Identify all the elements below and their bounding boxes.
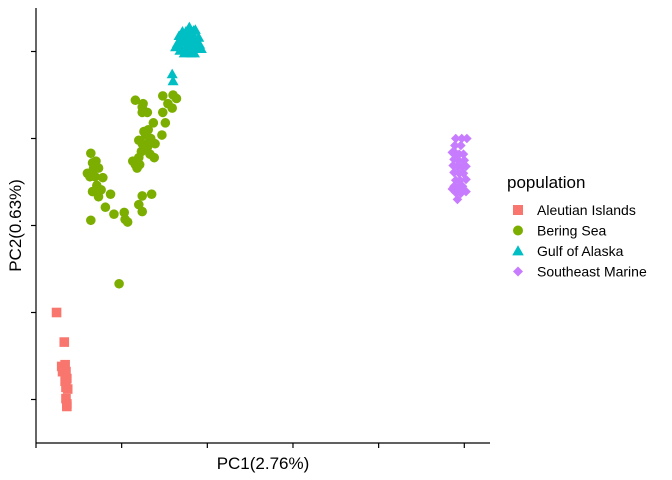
data-point xyxy=(449,167,459,178)
data-point xyxy=(171,93,182,104)
points-layer xyxy=(51,21,472,412)
y-axis-ticks xyxy=(31,50,36,401)
data-point xyxy=(132,163,142,173)
data-point xyxy=(461,186,471,197)
data-point xyxy=(157,107,168,118)
data-point xyxy=(150,138,160,149)
data-point xyxy=(100,202,111,213)
data-point xyxy=(447,184,458,194)
data-point xyxy=(458,168,469,179)
data-point xyxy=(137,191,148,201)
data-point xyxy=(462,133,472,144)
data-point xyxy=(57,366,68,377)
data-point xyxy=(157,130,167,140)
y-axis-title: PC2(0.63%) xyxy=(6,179,25,272)
data-point xyxy=(119,207,130,218)
data-point xyxy=(149,152,160,163)
data-point xyxy=(188,47,200,58)
data-point xyxy=(51,307,62,318)
x-axis-ticks xyxy=(35,443,465,448)
data-point xyxy=(450,133,461,144)
legend-label: Aleutian Islands xyxy=(537,202,636,218)
data-point xyxy=(133,199,144,210)
data-point xyxy=(195,43,207,54)
data-point xyxy=(160,118,171,128)
data-point xyxy=(167,75,179,86)
legend-item: Southeast Marine xyxy=(513,264,647,280)
data-point xyxy=(59,337,70,347)
data-point xyxy=(455,175,465,186)
data-point xyxy=(193,32,205,42)
data-point xyxy=(109,209,119,219)
data-point xyxy=(148,118,159,128)
legend-key-square-icon xyxy=(513,205,523,215)
data-point xyxy=(166,68,178,79)
series-southeast-marine xyxy=(447,133,472,205)
legend-label: Gulf of Alaska xyxy=(537,243,624,259)
data-point xyxy=(461,174,471,185)
data-point xyxy=(105,189,116,199)
data-point xyxy=(86,148,96,159)
legend-item: Bering Sea xyxy=(513,223,606,239)
legend-label: Southeast Marine xyxy=(537,264,647,280)
data-point xyxy=(62,384,73,394)
legend-item: Aleutian Islands xyxy=(513,202,636,218)
legend-key-diamond-icon xyxy=(513,266,523,277)
data-point xyxy=(461,161,471,172)
legend-key-circle-icon xyxy=(513,225,523,236)
data-point xyxy=(167,103,177,113)
series-aleutian-islands xyxy=(51,307,73,412)
data-point xyxy=(93,163,104,173)
data-point xyxy=(452,194,463,205)
legend-key-triangle-icon xyxy=(512,245,524,256)
data-point xyxy=(181,45,193,56)
data-point xyxy=(93,191,104,202)
data-point xyxy=(143,125,154,135)
data-point xyxy=(98,172,108,183)
data-point xyxy=(120,214,130,225)
data-point xyxy=(114,278,124,289)
legend-label: Bering Sea xyxy=(537,223,606,239)
data-point xyxy=(133,135,144,146)
x-axis-title: PC1(2.76%) xyxy=(217,454,310,473)
legend: population Aleutian Islands Bering Sea Gul… xyxy=(507,173,647,280)
data-point xyxy=(146,189,157,199)
legend-title: population xyxy=(507,173,585,192)
data-point xyxy=(456,140,466,151)
data-point xyxy=(62,401,72,412)
data-point xyxy=(130,95,141,106)
data-point xyxy=(171,38,183,48)
data-point xyxy=(60,359,70,370)
data-point xyxy=(183,21,195,32)
data-point xyxy=(85,171,95,182)
series-bering-sea xyxy=(82,90,182,289)
data-point xyxy=(138,98,148,109)
data-point xyxy=(61,393,71,404)
data-point xyxy=(157,91,168,101)
series-gulf-of-alaska xyxy=(166,21,207,86)
data-point xyxy=(176,25,188,36)
legend-item: Gulf of Alaska xyxy=(512,243,624,259)
data-point xyxy=(456,133,467,144)
data-point xyxy=(86,215,96,226)
data-point xyxy=(458,149,469,159)
data-point xyxy=(137,107,148,118)
legend-items: Aleutian Islands Bering Sea Gulf of Alaska… xyxy=(512,202,647,280)
data-point xyxy=(60,376,70,387)
